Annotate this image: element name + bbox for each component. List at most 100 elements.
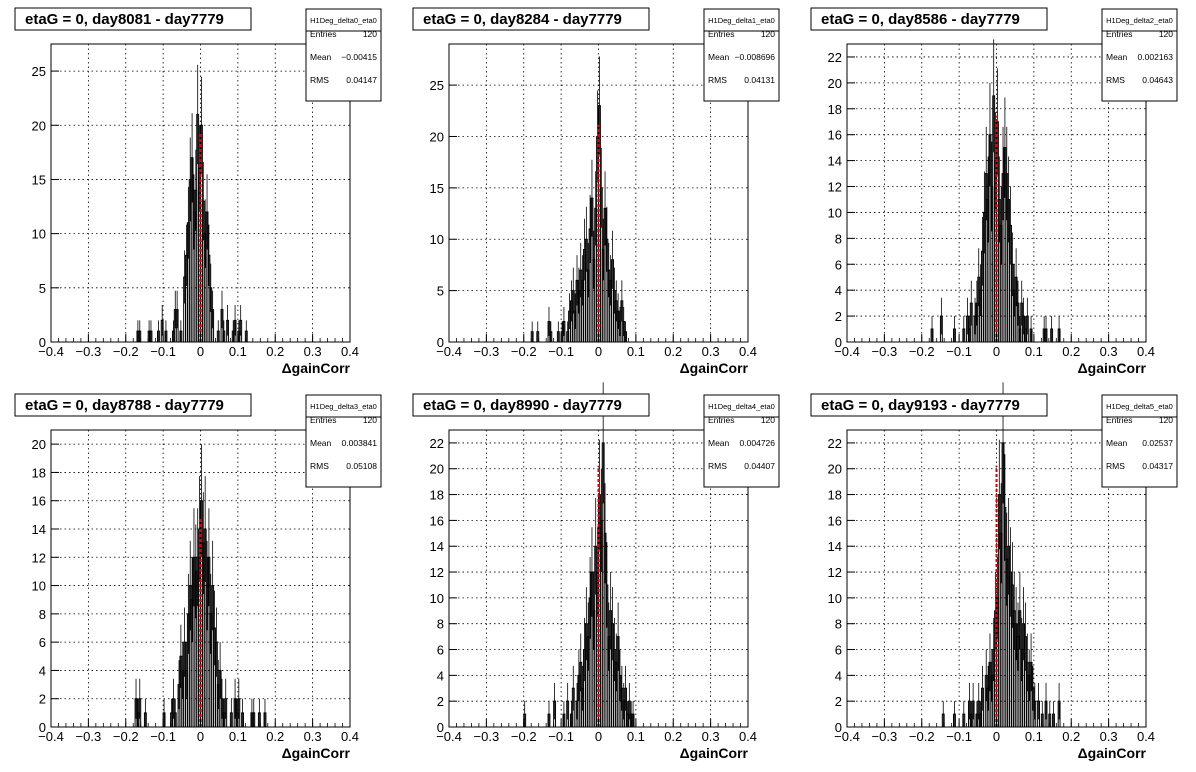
y-tick-label: 2 — [39, 692, 46, 707]
x-tick-label: −0.2 — [511, 344, 537, 359]
stats-value: 120 — [761, 415, 775, 425]
title-box — [14, 7, 252, 31]
x-tick-label: −0.4 — [834, 729, 860, 744]
histogram-panel-5: −0.4 −0.3 −0.2 −0.1 0 0.1 0.2 0.3 0.4 0 2 4 6 8 10 12 14… — [412, 382, 780, 761]
stats-box: H1Deg_delta3_eta0 Entries 120 Mean 0.003841 R… — [305, 394, 382, 488]
y-tick-label: 20 — [32, 437, 46, 452]
x-tick-label: −0.4 — [38, 344, 64, 359]
y-tick-label: 14 — [828, 154, 842, 169]
y-tick-label: 8 — [39, 607, 46, 622]
title-box — [810, 393, 1048, 417]
y-tick-label: 10 — [828, 591, 842, 606]
x-tick-label: 0 — [595, 729, 602, 744]
stats-box: H1Deg_delta5_eta0 Entries 120 Mean 0.02537 RM… — [1101, 394, 1178, 488]
y-tick-label: 8 — [437, 617, 444, 632]
x-tick-label: 0.3 — [702, 729, 720, 744]
stats-value: 0.04643 — [1142, 75, 1173, 85]
x-tick-label: −0.2 — [909, 344, 935, 359]
stats-label: RMS — [310, 461, 329, 471]
stats-label: Mean — [310, 438, 332, 448]
stats-name: H1Deg_delta5_eta0 — [1106, 402, 1173, 411]
stats-value: 0.003841 — [342, 438, 378, 448]
stats-label: RMS — [708, 75, 727, 85]
x-tick-label: 0 — [993, 344, 1000, 359]
x-tick-label: −0.4 — [436, 344, 462, 359]
x-tick-label: −0.3 — [76, 729, 102, 744]
y-tick-label: 12 — [32, 550, 46, 565]
y-tick-label: 25 — [32, 64, 46, 79]
x-tick-label: −0.1 — [150, 344, 176, 359]
y-tick-label: 6 — [39, 635, 46, 650]
x-tick-label: −0.2 — [113, 344, 139, 359]
stats-value: −0.008696 — [735, 52, 776, 62]
stats-value: 120 — [761, 29, 775, 39]
x-tick-label: 0.1 — [1025, 344, 1043, 359]
stats-value: 0.04317 — [1142, 461, 1173, 471]
y-tick-label: 0 — [835, 335, 842, 350]
y-tick-label: 2 — [437, 694, 444, 709]
y-tick-label: 20 — [828, 76, 842, 91]
y-tick-label: 18 — [430, 488, 444, 503]
stats-label: Entries — [310, 29, 336, 39]
title-box — [412, 393, 650, 417]
panel-title: etaG = 0, day8788 - day7779 — [25, 397, 224, 414]
y-tick-label: 0 — [437, 335, 444, 350]
y-tick-label: 5 — [437, 284, 444, 299]
y-tick-label: 10 — [32, 227, 46, 242]
y-tick-label: 0 — [437, 720, 444, 735]
y-tick-label: 4 — [437, 668, 444, 683]
stats-value: 0.04407 — [744, 461, 775, 471]
title-box — [810, 7, 1048, 31]
y-tick-label: 12 — [828, 565, 842, 580]
stats-value: 120 — [363, 29, 377, 39]
stats-box-frame — [703, 394, 780, 488]
histogram-panel-6: −0.4 −0.3 −0.2 −0.1 0 0.1 0.2 0.3 0.4 0 2 4 6 8 10 12 14… — [810, 382, 1178, 761]
histogram-panel-2: −0.4 −0.3 −0.2 −0.1 0 0.1 0.2 0.3 0.4 0 5 10 15 20 25 Δ… — [412, 7, 780, 376]
y-tick-label: 22 — [828, 50, 842, 65]
histogram-panel-1: −0.4 −0.3 −0.2 −0.1 0 0.1 0.2 0.3 0.4 0 5 10 15 20 25 Δ… — [14, 7, 382, 376]
stats-value: 0.04147 — [346, 75, 377, 85]
x-tick-label: 0.1 — [627, 344, 645, 359]
x-tick-label: −0.1 — [946, 344, 972, 359]
stats-box-frame — [1101, 8, 1178, 102]
y-tick-label: 2 — [835, 309, 842, 324]
panel-title: etaG = 0, day8284 - day7779 — [423, 11, 622, 28]
y-tick-label: 4 — [835, 668, 842, 683]
y-tick-label: 0 — [39, 335, 46, 350]
x-tick-label: 0.3 — [304, 729, 322, 744]
y-tick-label: 20 — [430, 129, 444, 144]
stats-label: Mean — [708, 438, 730, 448]
y-tick-label: 22 — [430, 436, 444, 451]
y-tick-label: 16 — [828, 513, 842, 528]
y-tick-label: 12 — [828, 180, 842, 195]
panel-title: etaG = 0, day8081 - day7779 — [25, 11, 224, 28]
stats-box-frame — [305, 394, 382, 488]
x-tick-label: −0.3 — [76, 344, 102, 359]
stats-label: Entries — [708, 29, 734, 39]
x-tick-label: −0.2 — [909, 729, 935, 744]
stats-value: 0.02537 — [1142, 438, 1173, 448]
x-tick-label: −0.1 — [150, 729, 176, 744]
stats-value: 0.05108 — [346, 461, 377, 471]
title-box — [412, 7, 650, 31]
x-tick-label: −0.4 — [834, 344, 860, 359]
stats-value: 120 — [1159, 29, 1173, 39]
x-tick-label: 0.4 — [739, 729, 757, 744]
y-tick-label: 12 — [430, 565, 444, 580]
x-tick-label: 0.2 — [1062, 729, 1080, 744]
x-axis-label: ΔgainCorr — [282, 360, 351, 376]
x-tick-label: 0.3 — [1100, 344, 1118, 359]
x-tick-label: −0.4 — [436, 729, 462, 744]
y-tick-label: 18 — [32, 465, 46, 480]
x-tick-label: 0 — [993, 729, 1000, 744]
y-tick-label: 22 — [828, 436, 842, 451]
x-tick-label: 0.2 — [266, 729, 284, 744]
stats-label: Mean — [1106, 438, 1128, 448]
stats-label: Entries — [310, 415, 336, 425]
y-tick-label: 18 — [828, 488, 842, 503]
title-box — [14, 393, 252, 417]
stats-box: H1Deg_delta4_eta0 Entries 120 Mean 0.004726 R… — [703, 394, 780, 488]
stats-name: H1Deg_delta2_eta0 — [1106, 16, 1173, 25]
stats-value: 120 — [1159, 415, 1173, 425]
y-tick-label: 16 — [430, 513, 444, 528]
